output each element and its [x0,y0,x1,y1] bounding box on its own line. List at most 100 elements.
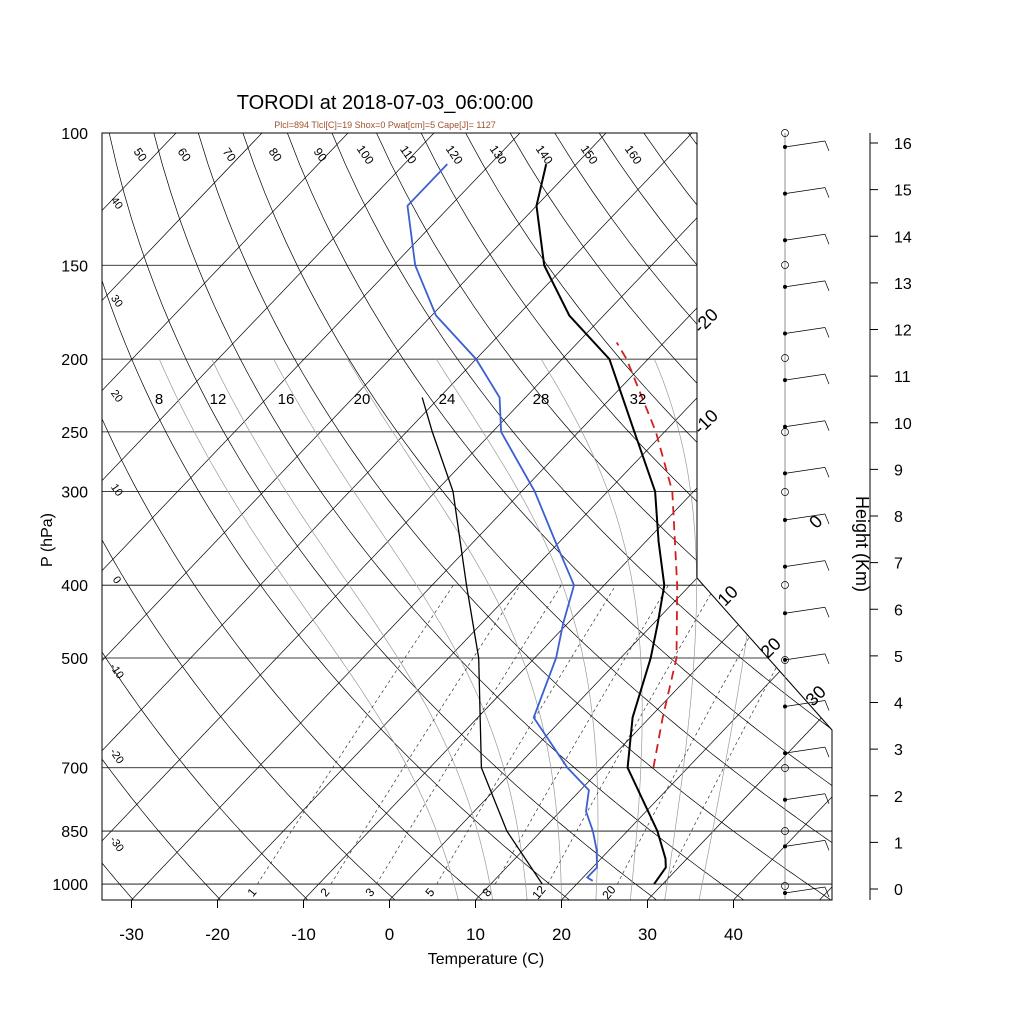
x-tick-label: -20 [205,925,230,944]
dry-adiabat-line [867,133,1024,900]
isotherm-line [131,133,832,900]
wind-barb-shaft [784,140,826,148]
dry-adiabat-line [102,133,396,900]
wind-barb-flag [824,373,830,385]
temperature-line [535,163,667,885]
dry-adiabat-line [643,133,832,900]
wind-barb-shaft [784,513,826,521]
isotherm-line [102,133,177,900]
isotherm-label: -20 [689,304,722,337]
x-tick-label: 20 [552,925,571,944]
dry-adiabat-line [554,133,832,900]
dry-adiabat-line [465,133,832,900]
height-axis-title: Height (Km) [852,496,872,592]
pressure-tick-label: 850 [61,824,88,841]
pressure-tick-label: 1000 [52,877,88,894]
dry-adiabat-label: 120 [443,142,466,167]
wind-barb-flag [824,234,830,245]
dry-adiabat-left-label: -20 [107,746,126,766]
isotherm-line [819,133,832,900]
height-tick-label: 12 [894,323,912,340]
reference-curve [421,397,543,885]
x-tick-label: 0 [385,925,394,944]
wind-barb-shaft [784,233,826,241]
moist-adiabat-label: 16 [278,391,295,408]
wind-barb-shaft [784,746,826,754]
mixing-ratio-line [547,585,717,885]
dry-adiabat-line [509,133,832,900]
plot-border [101,132,833,901]
pressure-level-marker [781,129,789,137]
moist-adiabat-line [273,358,528,900]
dry-adiabat-line [102,133,483,900]
moist-adiabat-label: 28 [533,391,550,408]
dry-adiabat-line [287,133,832,900]
wind-barb-shaft [784,467,826,474]
chart-subtitle: Plcl=894 Tlcl[C]=19 Shox=0 Pwat[cm]=5 Ca… [274,120,496,130]
dry-adiabat-label: 90 [311,145,330,164]
pressure-tick-label: 300 [61,484,88,501]
mixing-ratio-label: 1 [244,885,259,899]
parcel-line [615,341,679,768]
x-axis-title: Temperature (C) [428,951,544,968]
dry-adiabat-label: 140 [533,142,556,167]
wind-barb-flag [824,700,830,711]
pressure-tick-label: 500 [61,651,88,668]
wind-barb-flag [824,140,830,152]
mixing-ratio-line [436,585,617,885]
wind-barb-flag [824,607,830,618]
mixing-ratio-line [616,585,779,885]
height-tick-label: 5 [894,649,903,666]
isotherm-label: -10 [689,405,722,438]
dry-adiabat-line [420,133,832,900]
mixing-ratio-label: 5 [422,885,437,899]
wind-barb-shaft [784,373,826,381]
height-tick-label: 8 [894,509,903,526]
wind-barb-flag [824,420,830,431]
wind-barb-shaft [784,700,826,707]
wind-barb-flag [824,746,830,758]
pressure-level-marker [781,354,789,362]
pressure-level-marker [781,882,789,890]
dry-adiabat-line [102,133,134,900]
moist-adiabat-line [158,358,459,900]
pressure-tick-label: 150 [61,258,88,275]
isotherm-line [102,133,779,900]
mixing-ratio-line [494,585,669,885]
isotherm-label: 30 [802,682,830,710]
dry-adiabat-left-label: 10 [108,482,125,499]
moist-adiabat-label: 24 [439,391,456,408]
isotherm-line [102,133,693,900]
dry-adiabat-label: 50 [131,145,150,164]
moist-adiabat-line [540,358,643,900]
isotherm-line [475,133,832,900]
dry-adiabat-label: 160 [622,142,645,167]
wind-barb-flag [824,840,830,851]
chart-title: TORODI at 2018-07-03_06:00:00 [237,92,533,114]
dry-adiabat-left-label: 20 [108,388,125,405]
height-tick-label: 2 [894,789,903,806]
wind-barb-shaft [784,840,826,847]
pressure-level-marker [781,581,789,589]
wind-barb-shaft [784,793,826,801]
pressure-level-marker [781,488,789,496]
pressure-tick-label: 100 [61,126,88,143]
isotherm-line [647,133,832,900]
x-tick-label: 10 [466,925,485,944]
wind-barb-shaft [784,560,826,567]
moist-adiabat-label: 8 [155,391,163,408]
pressure-level-marker [781,827,789,835]
dry-adiabat-line [102,133,570,900]
moist-adiabat-line [436,358,599,900]
mixing-ratio-label: 3 [362,885,377,899]
pressure-level-marker [781,428,789,436]
wind-barb-flag [824,467,830,478]
dry-adiabat-label: 70 [220,145,239,164]
isotherm-label: 10 [714,582,742,610]
x-tick-label: -10 [291,925,316,944]
mixing-ratio-label: 12 [529,883,549,902]
wind-barb-flag [824,280,830,292]
